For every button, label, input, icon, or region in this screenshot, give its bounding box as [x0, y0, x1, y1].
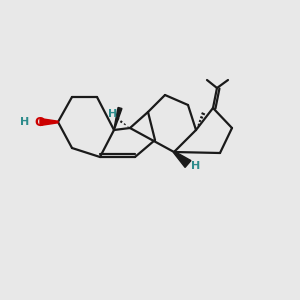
Polygon shape — [173, 152, 191, 167]
Polygon shape — [114, 107, 122, 130]
Polygon shape — [40, 118, 58, 125]
Text: H: H — [108, 109, 118, 119]
Text: H: H — [191, 161, 201, 171]
Text: H: H — [20, 117, 30, 127]
Text: O: O — [35, 116, 45, 128]
